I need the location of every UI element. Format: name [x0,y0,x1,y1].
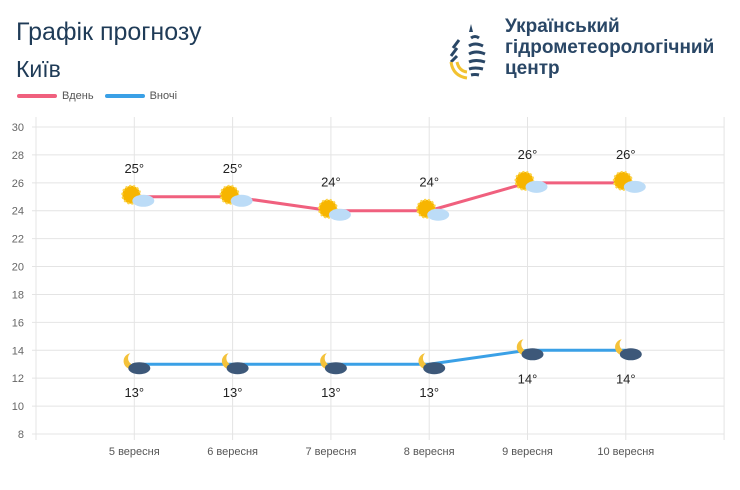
y-tick-label: 24 [12,206,24,218]
y-tick-label: 16 [12,317,24,329]
legend-label-night[interactable]: Вночі [149,90,178,102]
org-line-1: Український [505,16,620,37]
moon-behind-cloud-icon [123,353,151,375]
data-label: 14° [518,371,538,386]
x-tick-label: 9 вересня [502,446,553,458]
y-tick-label: 22 [12,234,24,246]
x-tick-label: 5 вересня [109,446,160,458]
y-tick-label: 18 [12,289,24,301]
organization-name: Український гідрометеорологічний центр [505,16,735,79]
page-title: Графік прогнозу [16,18,202,46]
y-tick-label: 26 [12,178,24,190]
city-name: Київ [16,56,61,82]
logo-icon [449,24,486,80]
moon-behind-cloud-icon [418,353,446,375]
data-label: 25° [124,161,144,176]
sun-behind-cloud-icon [514,170,548,193]
legend-swatch-night[interactable] [104,94,145,98]
legend-label-day[interactable]: Вдень [62,90,94,102]
data-label: 25° [223,161,243,176]
y-tick-label: 30 [12,122,24,134]
data-label: 24° [321,175,341,190]
y-tick-label: 12 [12,373,24,385]
sun-behind-cloud-icon [121,184,155,207]
x-tick-label: 8 вересня [404,446,455,458]
x-tick-label: 10 вересня [597,446,654,458]
data-label: 13° [223,385,243,400]
data-label: 26° [518,147,538,162]
data-label: 26° [616,147,636,162]
sun-behind-cloud-icon [219,184,253,207]
y-tick-label: 14 [12,345,24,357]
y-tick-label: 10 [12,401,24,413]
y-tick-label: 8 [18,429,24,441]
sun-behind-cloud-icon [416,198,450,221]
moon-behind-cloud-icon [221,353,249,375]
x-tick-label: 7 вересня [306,446,357,458]
org-line-3: центр [505,58,560,79]
data-label: 13° [419,385,439,400]
moon-behind-cloud-icon [516,339,544,361]
data-label: 14° [616,371,636,386]
org-line-2: гідрометеорологічний [505,37,715,58]
sun-behind-cloud-icon [317,198,351,221]
series-line-day [134,181,626,213]
moon-behind-cloud-icon [615,339,642,361]
data-label: 24° [419,175,439,190]
legend-swatch-day[interactable] [17,94,57,98]
x-tick-label: 6 вересня [207,446,258,458]
y-tick-label: 20 [12,262,24,274]
series-line-night [134,348,626,366]
legend: Вдень Вночі [17,90,177,102]
y-tick-label: 28 [12,150,24,162]
data-label: 13° [124,385,144,400]
moon-behind-cloud-icon [320,353,347,375]
data-label: 13° [321,385,341,400]
sun-behind-cloud-icon [612,170,646,193]
